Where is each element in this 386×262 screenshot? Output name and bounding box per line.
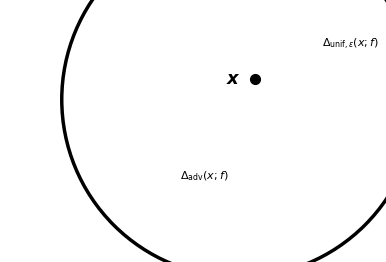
Text: $\boldsymbol{x}$: $\boldsymbol{x}$	[227, 70, 241, 88]
Text: $\Delta_{\mathrm{unif},\epsilon}(x; f)$: $\Delta_{\mathrm{unif},\epsilon}(x; f)$	[322, 37, 379, 52]
Text: $\Delta_{\mathrm{adv}}(x; f)$: $\Delta_{\mathrm{adv}}(x; f)$	[180, 170, 229, 183]
